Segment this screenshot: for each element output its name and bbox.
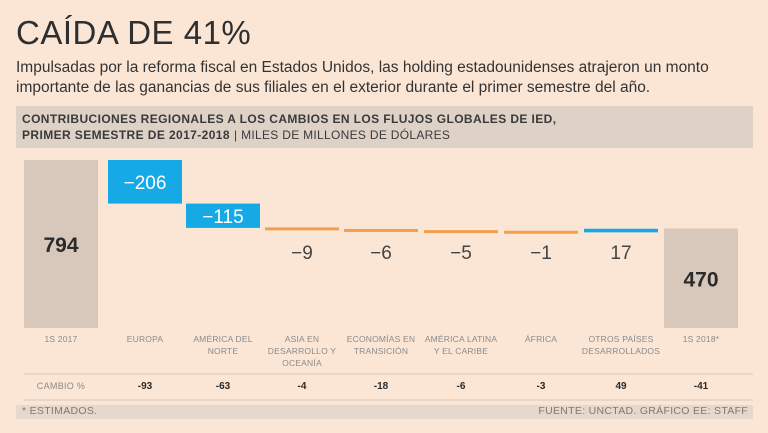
bar-delta-6 <box>504 230 578 234</box>
value-label-6: −1 <box>530 243 552 264</box>
chart-units: MILES DE MILLONES DE DÓLARES <box>241 128 451 142</box>
category-label-1: EUROPA <box>127 334 164 344</box>
category-label-line: EUROPA <box>127 334 164 344</box>
page-title: CAÍDA DE 41% <box>16 14 252 51</box>
category-label-line: NORTE <box>208 346 239 356</box>
category-label-line: OCEANÍA <box>282 358 322 368</box>
change-pct-4: -18 <box>374 381 389 392</box>
category-label-line: DESARROLLO Y <box>268 346 337 356</box>
category-band <box>24 329 753 371</box>
bar-delta-4 <box>344 228 418 232</box>
bar-delta-5 <box>424 230 498 234</box>
category-label-line: 1S 2018* <box>683 334 720 344</box>
category-label-line: 1S 2017 <box>44 334 77 344</box>
category-label-line: AMÉRICA DEL <box>193 334 252 344</box>
category-label-3: ASIA EN DESARROLLO Y OCEANÍA <box>268 334 337 368</box>
value-label-8: 470 <box>683 268 718 291</box>
change-pct-8: -41 <box>694 381 709 392</box>
change-pct-2: -63 <box>216 381 231 392</box>
category-label-2: AMÉRICA DEL NORTE <box>193 334 252 356</box>
chart-title-line2: PRIMER SEMESTRE DE 2017-2018 <box>22 128 230 142</box>
category-label-7: OTROS PAÍSES DESARROLLADOS <box>582 334 660 356</box>
bar-total-8 <box>664 228 738 328</box>
category-label-line: Y EL CARIBE <box>434 346 488 356</box>
change-row-label: CAMBIO % <box>37 381 85 391</box>
change-pct-5: -6 <box>457 381 466 392</box>
category-label-line: OTROS PAÍSES <box>588 334 653 344</box>
category-label-line: ASIA EN <box>285 334 319 344</box>
change-pct-3: -4 <box>298 381 307 392</box>
category-label-line: ÁFRICA <box>525 334 558 344</box>
category-label-4: ECONOMÍAS EN TRANSICIÓN <box>347 334 416 356</box>
source-credit: FUENTE: UNCTAD. GRÁFICO EE: STAFF <box>538 405 748 417</box>
value-label-5: −5 <box>450 243 472 264</box>
change-pct-6: -3 <box>537 381 546 392</box>
value-label-3: −9 <box>291 243 313 264</box>
category-label-line: TRANSICIÓN <box>354 346 408 356</box>
bar-delta-1 <box>108 160 182 204</box>
subtitle: Impulsadas por la reforma fiscal en Esta… <box>16 59 709 96</box>
category-label-5: AMÉRICA LATINA Y EL CARIBE <box>425 334 498 356</box>
change-pct-7: 49 <box>615 381 627 392</box>
bar-delta-2 <box>186 203 260 228</box>
bar-delta-7 <box>584 228 658 233</box>
value-label-7: 17 <box>610 243 631 264</box>
chart-title-separator: | <box>233 128 238 142</box>
category-label-line: ECONOMÍAS EN <box>347 334 416 344</box>
category-label-0: 1S 2017 <box>44 334 77 344</box>
category-label-6: ÁFRICA <box>525 334 558 344</box>
category-label-line: AMÉRICA LATINA <box>425 334 498 344</box>
footer-band <box>16 405 753 419</box>
category-label-line: DESARROLLADOS <box>582 346 660 356</box>
value-label-2: −115 <box>202 207 243 228</box>
value-label-4: −6 <box>370 243 392 264</box>
bar-delta-3 <box>265 227 339 231</box>
category-label-8: 1S 2018* <box>683 334 720 344</box>
bar-total-0 <box>24 160 98 328</box>
value-label-1: −206 <box>124 173 167 194</box>
change-pct-1: -93 <box>138 381 153 392</box>
value-label-0: 794 <box>43 234 78 257</box>
chart-header: CONTRIBUCIONES REGIONALES A LOS CAMBIOS … <box>16 106 753 148</box>
footnote: * ESTIMADOS. <box>22 405 98 417</box>
chart-title-line1: CONTRIBUCIONES REGIONALES A LOS CAMBIOS … <box>22 112 557 126</box>
